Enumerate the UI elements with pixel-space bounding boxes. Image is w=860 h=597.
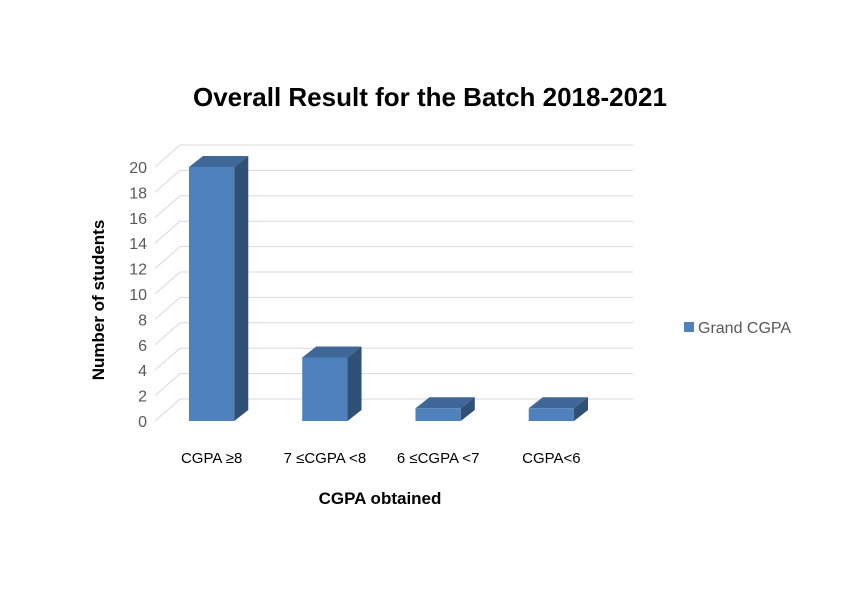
x-category-label: 6 ≤CGPA <7 [397, 450, 480, 467]
chart-title: Overall Result for the Batch 2018-2021 [193, 82, 667, 112]
gridlines [154, 144, 633, 422]
x-axis-title: CGPA obtained [319, 489, 442, 508]
y-tick-label: 20 [129, 160, 147, 177]
bar-front [302, 357, 348, 421]
legend-label: Grand CGPA [698, 320, 791, 337]
bar-front [528, 408, 575, 421]
bar [415, 397, 475, 421]
bar-top [528, 397, 589, 409]
y-tick-label: 14 [129, 236, 147, 253]
bar-front [188, 167, 235, 421]
y-tick-label: 16 [129, 211, 147, 228]
bar-side [347, 346, 362, 421]
bar-front [415, 408, 461, 421]
gridline-depth [154, 398, 181, 422]
y-tick-label: 4 [138, 363, 147, 380]
y-axis-title: Number of students [89, 220, 108, 381]
x-category-label: CGPA<6 [522, 450, 581, 467]
bars [188, 156, 589, 421]
y-tick-label: 8 [138, 312, 147, 329]
bar [528, 397, 589, 421]
x-category-label: 7 ≤CGPA <8 [284, 450, 367, 467]
y-axis-ticks: 0 2 4 6 8 10 12 14 16 18 20 [129, 160, 147, 431]
bar-top [415, 397, 475, 409]
y-tick-label: 0 [138, 414, 147, 431]
bar-top [302, 346, 362, 358]
gridline-depth [154, 246, 181, 269]
gridline-depth [154, 297, 181, 320]
y-tick-label: 2 [138, 389, 147, 406]
bar-side [574, 397, 589, 421]
y-tick-label: 18 [129, 185, 147, 202]
y-tick-label: 10 [129, 287, 147, 304]
gridline-depth [154, 347, 181, 371]
gridline-depth [154, 195, 181, 219]
x-axis-categories: CGPA ≥8 7 ≤CGPA <8 6 ≤CGPA <7 CGPA<6 [181, 450, 581, 467]
gridline-depth [154, 373, 181, 396]
legend: Grand CGPA [684, 320, 791, 337]
x-category-label: CGPA ≥8 [181, 450, 242, 467]
gridline-depth [154, 144, 181, 168]
bar [302, 346, 362, 421]
y-tick-label: 6 [138, 338, 147, 355]
legend-swatch [684, 322, 694, 332]
y-tick-label: 12 [129, 262, 147, 279]
gridline-depth [154, 271, 181, 295]
bar [188, 156, 249, 421]
gridline-depth [154, 170, 181, 193]
gridline-depth [154, 220, 181, 244]
bar-side [234, 156, 249, 421]
bar-side [460, 397, 475, 421]
bar-top [188, 156, 249, 167]
gridline-depth [154, 322, 181, 346]
